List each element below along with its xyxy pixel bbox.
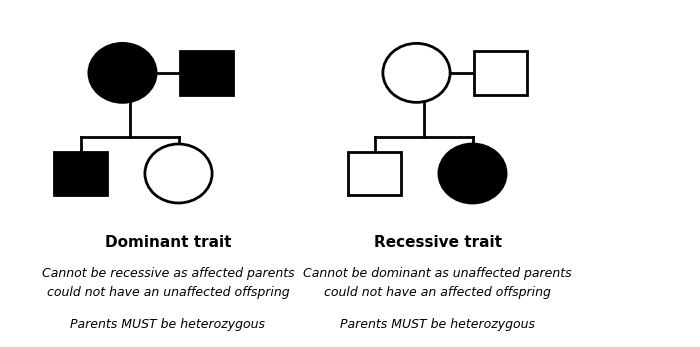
Text: Dominant trait: Dominant trait <box>105 235 231 251</box>
Text: Cannot be recessive as affected parents
could not have an unaffected offspring: Cannot be recessive as affected parents … <box>42 267 294 299</box>
Text: Parents MUST be heterozygous: Parents MUST be heterozygous <box>71 318 265 331</box>
Ellipse shape <box>383 43 450 102</box>
Bar <box>349 152 400 195</box>
Ellipse shape <box>439 144 506 203</box>
Text: Recessive trait: Recessive trait <box>374 235 501 251</box>
Text: Parents MUST be heterozygous: Parents MUST be heterozygous <box>340 318 535 331</box>
Bar <box>475 51 526 94</box>
Bar <box>55 152 107 195</box>
Ellipse shape <box>89 43 156 102</box>
Text: Cannot be dominant as unaffected parents
could not have an affected offspring: Cannot be dominant as unaffected parents… <box>303 267 572 299</box>
Ellipse shape <box>145 144 212 203</box>
Bar <box>181 51 232 94</box>
